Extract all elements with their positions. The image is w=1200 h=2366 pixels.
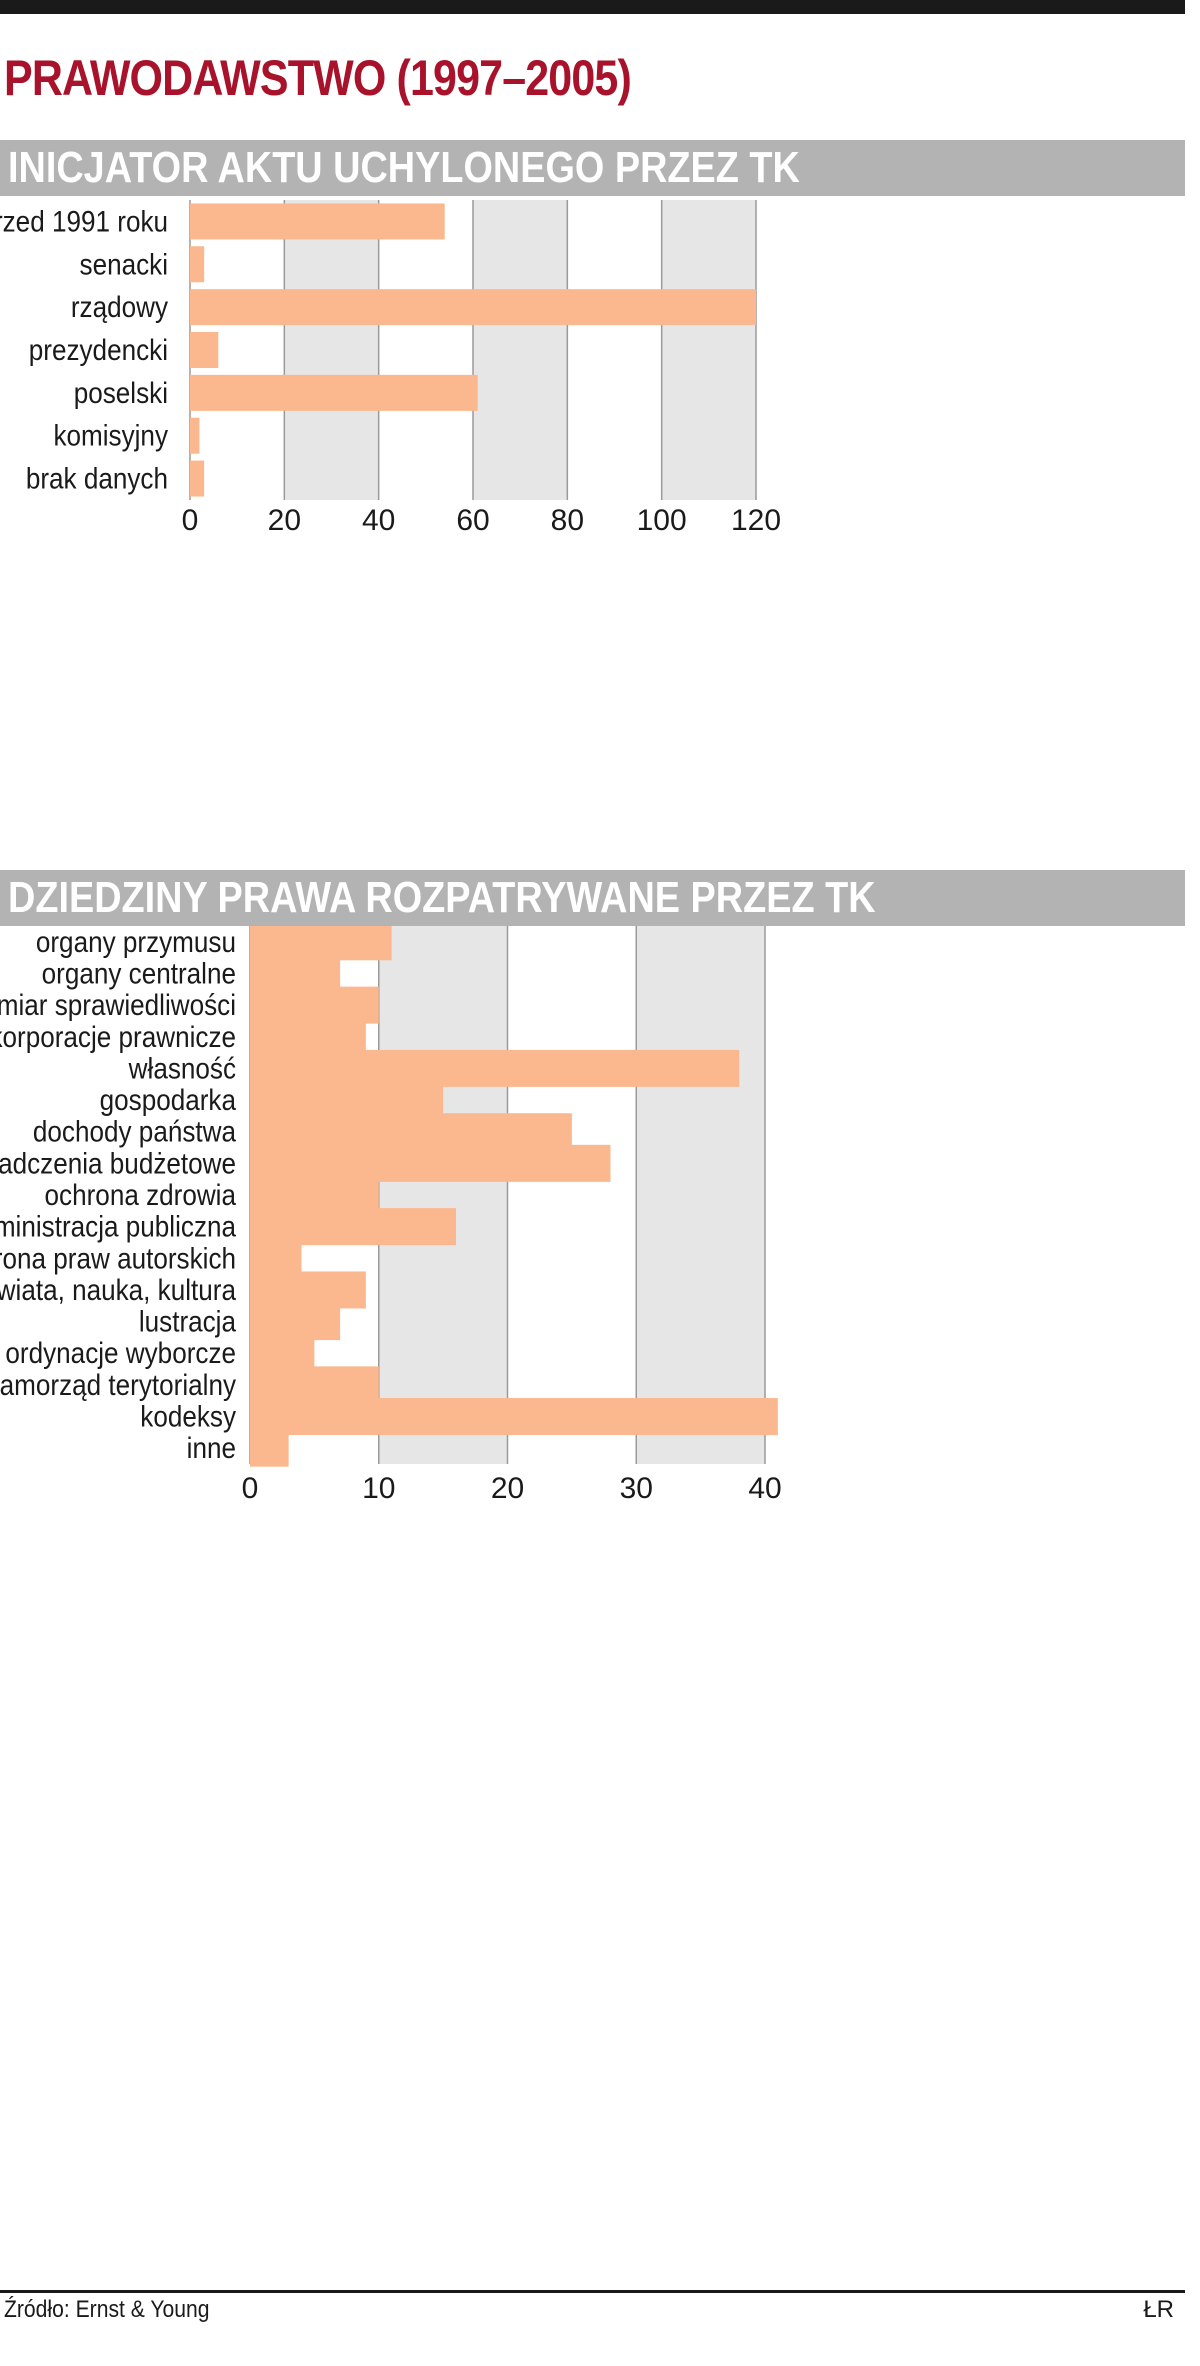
domains-category-label: wymiar sprawiedliwości (0, 988, 236, 1021)
domains-category-label: własność (128, 1052, 236, 1085)
domains-category-label: dochody państwa (33, 1115, 236, 1148)
initiator-category-label: senacki (80, 248, 168, 281)
domains-bar (250, 1144, 611, 1182)
domains-bar (250, 1018, 366, 1056)
initiator-category-label: sprzed 1991 roku (0, 205, 168, 238)
domains-grid-band (378, 926, 508, 1464)
source-note: Źródło: Ernst & Young (4, 2296, 210, 2323)
initiator-bar (190, 332, 219, 368)
chart-title-domains: DZIEDZINY PRAWA ROZPATRYWANE PRZEZ TK (8, 873, 876, 922)
domains-bar (250, 1429, 289, 1467)
domains-tick-label: 0 (242, 1472, 259, 1505)
domains-category-label: korporacje prawnicze (0, 1020, 236, 1053)
domains-tick-label: 30 (620, 1472, 653, 1505)
domains-category-label: kodeksy (140, 1400, 236, 1433)
initiator-grid-band (473, 200, 568, 500)
initiator-tick-label: 100 (637, 504, 687, 537)
initiator-tick-label: 0 (182, 504, 199, 537)
author-credit: ŁR (1143, 2296, 1174, 2323)
domains-tick-label: 40 (748, 1472, 781, 1505)
domains-category-label: oświata, nauka, kultura (0, 1273, 236, 1306)
domains-grid-band (636, 926, 765, 1464)
initiator-bar (190, 460, 205, 497)
initiator-chart: sprzed 1991 roku senacki rządowy prezydenck… (0, 200, 1200, 800)
footer: Źródło: Ernst & Young ŁR (0, 2290, 1200, 2366)
domains-bar (250, 1239, 302, 1277)
domains-category-label: świadczenia budżetowe (0, 1147, 236, 1180)
domains-category-label: ochrona zdrowia (45, 1178, 237, 1211)
page-title: PRAWODAWSTWO (1997–2005) (4, 50, 632, 106)
initiator-bar (190, 203, 445, 240)
initiator-bar (190, 246, 205, 283)
section-header-initiator: INICJATOR AKTU UCHYLONEGO PRZEZ TK (0, 140, 1185, 196)
initiator-bar (190, 374, 478, 411)
domains-bar (250, 926, 392, 961)
domains-category-label: organy centralne (42, 957, 236, 990)
domains-bar (250, 1303, 341, 1341)
initiator-tick-label: 60 (456, 504, 489, 537)
domains-bar (250, 1366, 379, 1404)
initiator-tick-label: 40 (362, 504, 395, 537)
initiator-tick-label: 80 (551, 504, 584, 537)
footer-rule (0, 2290, 1185, 2293)
initiator-bar (190, 417, 200, 454)
domains-bar (250, 1271, 366, 1309)
domains-bar (250, 954, 341, 992)
domains-category-label: lustracja (139, 1305, 236, 1338)
domains-bar (250, 1398, 778, 1436)
domains-category-label: organy przymusu (36, 926, 236, 958)
domains-bar (250, 1208, 456, 1246)
domains-category-label: inne (187, 1432, 236, 1465)
domains-bar (250, 1113, 572, 1151)
domains-bar (250, 986, 379, 1024)
domains-category-label: gospodarka (100, 1083, 237, 1116)
domains-bar (250, 1334, 315, 1372)
initiator-category-label: prezydencki (29, 333, 168, 366)
top-rule (0, 0, 1185, 14)
domains-tick-label: 10 (362, 1472, 395, 1505)
initiator-grid-band (661, 200, 756, 500)
initiator-category-label: rządowy (71, 290, 168, 323)
domains-bar (250, 1081, 444, 1119)
domains-bar (250, 1049, 740, 1087)
initiator-grid-band (284, 200, 379, 500)
initiator-bar (190, 289, 756, 326)
initiator-chart-svg: sprzed 1991 roku senacki rządowy prezydenck… (0, 200, 781, 537)
domains-tick-label: 20 (491, 1472, 524, 1505)
domains-bar (250, 1176, 379, 1214)
initiator-tick-label: 120 (731, 504, 781, 537)
domains-category-label: administracja publiczna (0, 1210, 236, 1243)
domains-category-label: ordynacje wyborcze (5, 1337, 236, 1370)
initiator-category-label: brak danych (26, 462, 168, 495)
initiator-category-label: komisyjny (53, 419, 168, 452)
initiator-category-label: poselski (74, 376, 168, 409)
initiator-tick-label: 20 (268, 504, 301, 537)
domains-category-label: ochrona praw autorskich (0, 1242, 236, 1275)
domains-category-label: samorząd terytorialny (0, 1368, 236, 1401)
chart-title-initiator: INICJATOR AKTU UCHYLONEGO PRZEZ TK (8, 143, 800, 192)
section-header-domains: DZIEDZINY PRAWA ROZPATRYWANE PRZEZ TK (0, 870, 1185, 926)
